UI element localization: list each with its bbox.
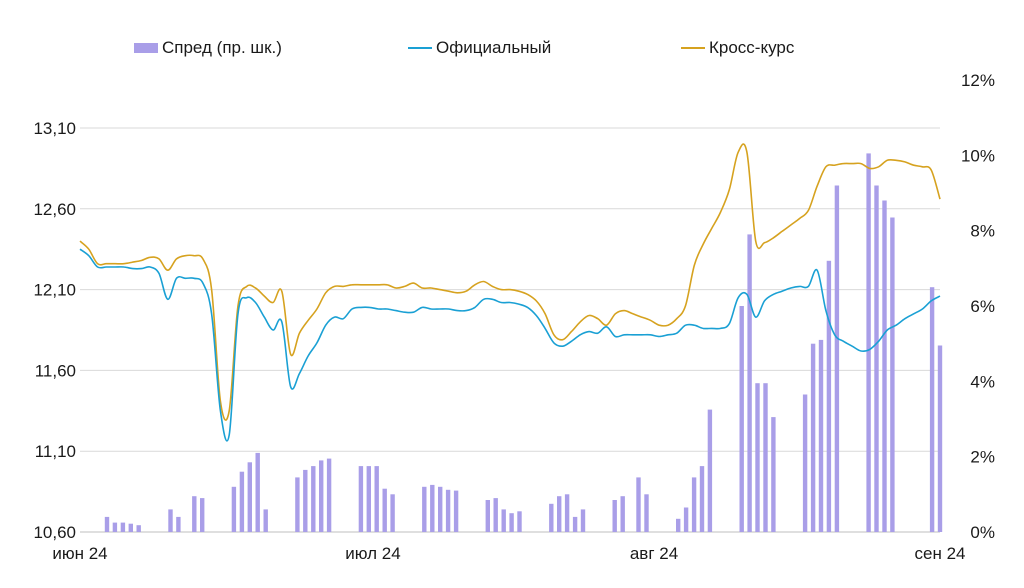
spread-bar	[239, 471, 245, 532]
spread-bar	[295, 477, 300, 532]
y-right-tick-label: 0%	[970, 523, 995, 542]
spread-bar	[683, 507, 689, 532]
spread-bar	[501, 509, 506, 532]
spread-bar	[128, 523, 133, 532]
spread-bar	[311, 466, 316, 532]
spread-bar	[176, 516, 181, 532]
spread-bar	[834, 185, 840, 532]
spread-bar	[374, 466, 379, 532]
cross-rate-line	[79, 143, 941, 421]
spread-bar	[493, 498, 498, 532]
spread-bar	[366, 466, 371, 532]
spread-bar	[200, 498, 205, 532]
spread-bar	[247, 462, 252, 532]
spread-bar	[580, 509, 586, 532]
spread-bar	[438, 486, 443, 532]
spread-bar	[509, 513, 514, 532]
spread-bar	[739, 306, 744, 532]
x-tick-label: июн 24	[52, 544, 107, 563]
legend-label-cross: Кросс-курс	[709, 38, 795, 57]
spread-bar	[192, 496, 197, 532]
y-right-tick-label: 4%	[970, 372, 995, 391]
spread-bar	[572, 516, 578, 532]
y-left-tick-label: 12,10	[33, 281, 76, 300]
y-left-tick-label: 13,10	[33, 119, 76, 138]
spread-bar	[453, 490, 459, 532]
spread-bar	[358, 466, 364, 532]
legend-label-spread: Спред (пр. шк.)	[162, 38, 282, 57]
spread-bar	[612, 500, 617, 532]
spread-bar	[319, 460, 324, 532]
spread-bar	[771, 417, 776, 532]
y-right-tick-label: 8%	[970, 222, 995, 241]
spread-bar	[874, 185, 879, 532]
spread-bar	[747, 234, 752, 532]
spread-bar	[707, 409, 713, 532]
spread-bar	[104, 516, 110, 532]
spread-bar	[390, 494, 395, 532]
x-tick-label: июл 24	[345, 544, 400, 563]
spread-bar	[763, 383, 768, 532]
legend-item-spread: Спред (пр. шк.)	[134, 38, 282, 58]
spread-bar	[136, 525, 141, 532]
legend-label-official: Официальный	[436, 38, 552, 57]
legend: Спред (пр. шк.) Официальный Кросс-курс	[0, 38, 1024, 62]
spread-bar	[231, 486, 237, 532]
spread-bar	[382, 488, 387, 532]
spread-bar	[430, 484, 435, 532]
spread-bar	[445, 489, 451, 532]
spread-bar	[937, 345, 943, 532]
spread-bar	[818, 339, 824, 532]
spread-bar	[802, 394, 808, 532]
y-left-tick-label: 11,10	[35, 442, 76, 461]
spread-bar	[882, 200, 887, 532]
spread-bar	[620, 496, 625, 532]
spread-bar	[485, 500, 490, 532]
spread-bar	[112, 522, 118, 532]
official-rate-line	[79, 248, 941, 442]
spread-bar	[890, 217, 895, 532]
x-tick-label: авг 24	[630, 544, 678, 563]
y-left-tick-label: 11,60	[35, 361, 76, 380]
spread-bar	[517, 511, 522, 532]
legend-swatch-cross	[681, 47, 705, 49]
spread-bar	[303, 469, 308, 532]
y-right-tick-label: 6%	[970, 297, 995, 316]
spread-bar	[549, 503, 554, 533]
spread-bar	[810, 343, 816, 532]
spread-bar	[255, 452, 260, 532]
spread-bar	[168, 509, 173, 532]
legend-swatch-official	[408, 47, 432, 49]
spread-bar	[826, 260, 832, 532]
spread-bar	[422, 486, 427, 532]
x-tick-label: сен 24	[915, 544, 966, 563]
legend-item-cross: Кросс-курс	[681, 38, 794, 58]
spread-bar	[866, 153, 871, 532]
spread-bar	[636, 477, 641, 532]
spread-bar	[676, 518, 681, 532]
spread-bar	[699, 466, 705, 532]
spread-bar	[120, 522, 126, 532]
spread-bar	[557, 496, 562, 532]
spread-bar	[564, 494, 570, 532]
spread-bar	[644, 494, 649, 532]
spread-bar	[929, 287, 935, 532]
spread-bar	[326, 458, 332, 532]
spread-bar	[755, 383, 760, 532]
y-right-tick-label: 10%	[961, 146, 995, 165]
legend-swatch-spread	[134, 43, 158, 53]
y-right-tick-label: 12%	[961, 71, 995, 90]
spread-bar	[263, 509, 268, 532]
legend-item-official: Официальный	[408, 38, 551, 58]
y-left-tick-label: 10,60	[33, 523, 76, 542]
y-left-tick-label: 12,60	[33, 200, 76, 219]
spread-bar	[691, 477, 697, 532]
y-right-tick-label: 2%	[970, 448, 995, 467]
